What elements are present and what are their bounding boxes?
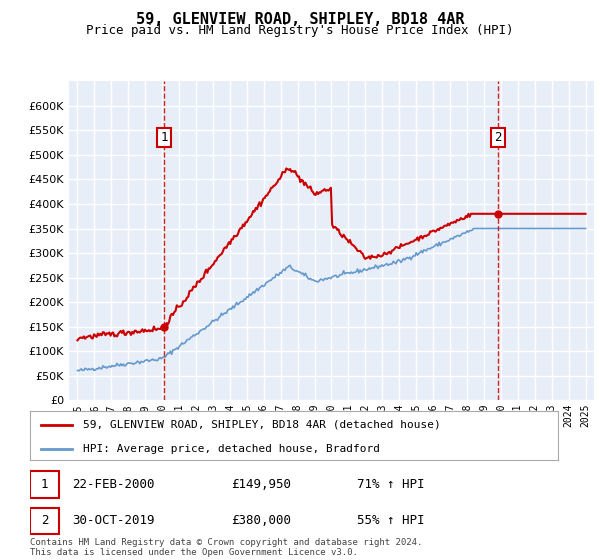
Text: 2: 2 bbox=[41, 514, 48, 528]
Text: 22-FEB-2000: 22-FEB-2000 bbox=[72, 478, 155, 491]
Text: Price paid vs. HM Land Registry's House Price Index (HPI): Price paid vs. HM Land Registry's House … bbox=[86, 24, 514, 37]
Text: 71% ↑ HPI: 71% ↑ HPI bbox=[358, 478, 425, 491]
Text: £380,000: £380,000 bbox=[230, 514, 290, 528]
Text: 1: 1 bbox=[41, 478, 48, 491]
FancyBboxPatch shape bbox=[30, 471, 59, 498]
FancyBboxPatch shape bbox=[30, 507, 59, 534]
Text: Contains HM Land Registry data © Crown copyright and database right 2024.
This d: Contains HM Land Registry data © Crown c… bbox=[30, 538, 422, 557]
Text: 59, GLENVIEW ROAD, SHIPLEY, BD18 4AR: 59, GLENVIEW ROAD, SHIPLEY, BD18 4AR bbox=[136, 12, 464, 27]
Text: 55% ↑ HPI: 55% ↑ HPI bbox=[358, 514, 425, 528]
Point bbox=[160, 323, 169, 332]
Text: HPI: Average price, detached house, Bradford: HPI: Average price, detached house, Brad… bbox=[83, 445, 380, 455]
Text: 30-OCT-2019: 30-OCT-2019 bbox=[72, 514, 155, 528]
Point bbox=[493, 209, 503, 218]
Text: 59, GLENVIEW ROAD, SHIPLEY, BD18 4AR (detached house): 59, GLENVIEW ROAD, SHIPLEY, BD18 4AR (de… bbox=[83, 420, 440, 430]
Text: 1: 1 bbox=[161, 131, 168, 144]
Text: £149,950: £149,950 bbox=[230, 478, 290, 491]
Text: 2: 2 bbox=[494, 131, 502, 144]
